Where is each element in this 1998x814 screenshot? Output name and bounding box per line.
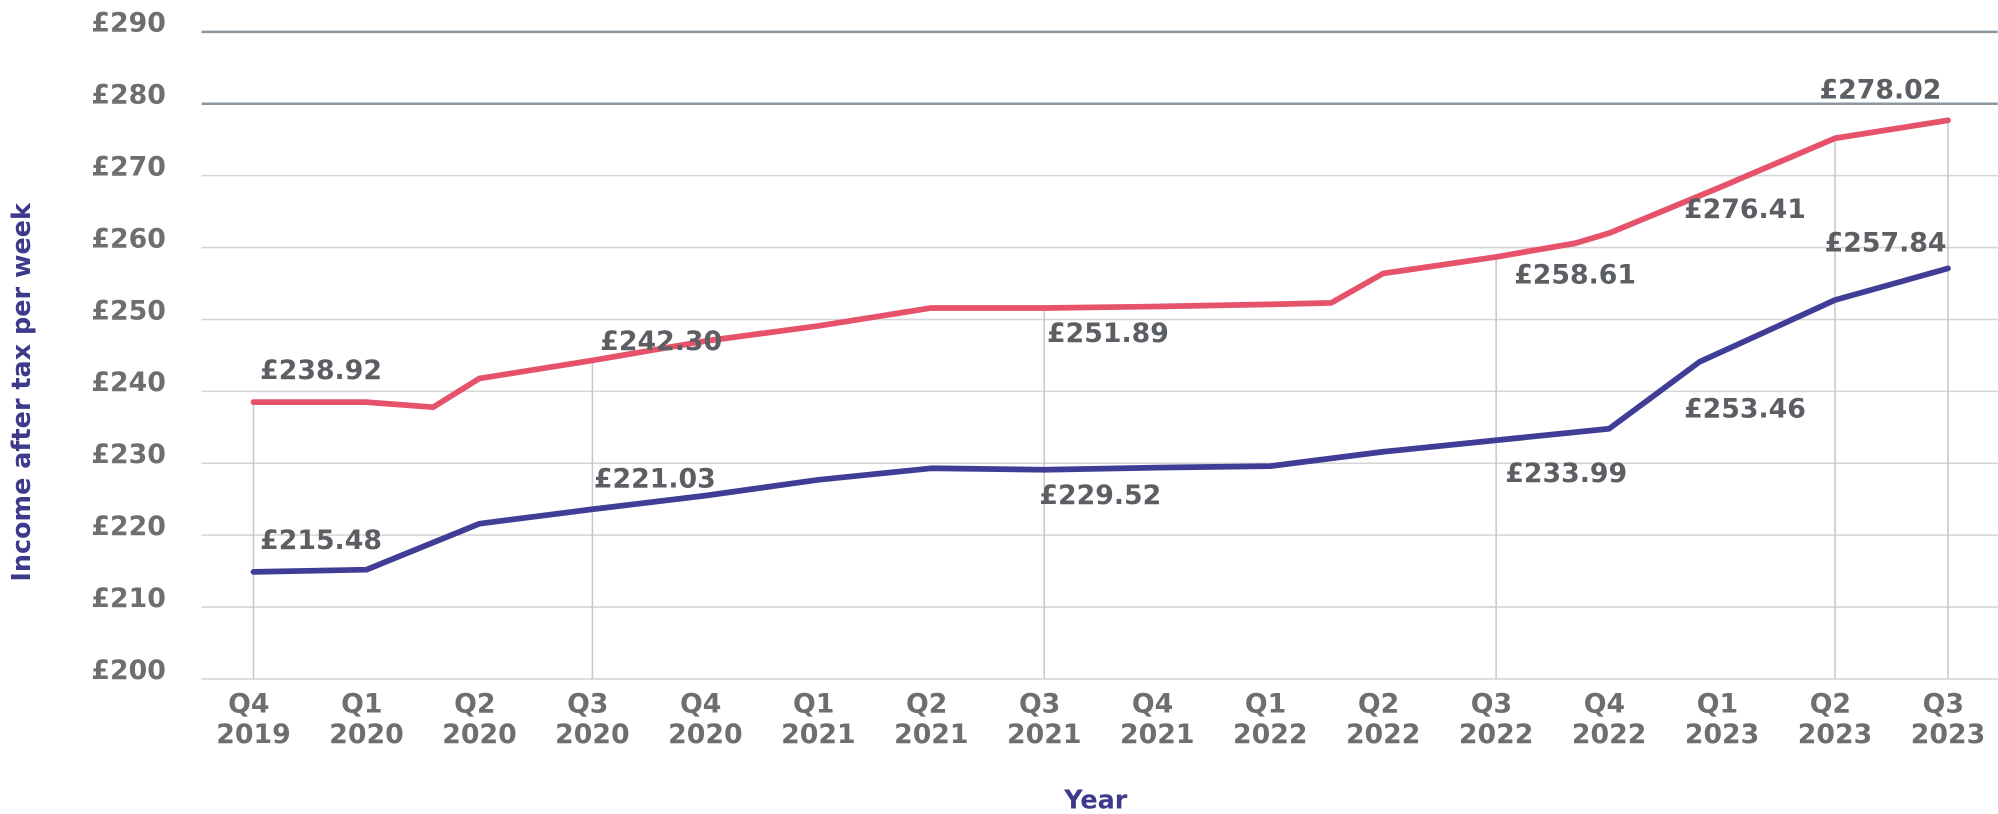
data-label: £253.46 — [1684, 394, 1806, 425]
data-label: £221.03 — [594, 463, 716, 494]
x-tick-label: Q2 2021 — [894, 688, 968, 750]
series-line — [250, 117, 1951, 411]
x-tick-label: Q4 2019 — [216, 688, 290, 750]
x-axis-title: Year — [1063, 785, 1128, 814]
y-tick-label: £270 — [91, 152, 165, 183]
x-tick-label: Q3 2021 — [1007, 688, 1081, 750]
y-tick-label: £240 — [91, 367, 165, 398]
x-tick-label: Q1 2020 — [329, 688, 403, 750]
data-label: £238.92 — [260, 355, 382, 386]
x-tick-label: Q1 2022 — [1233, 688, 1307, 750]
data-label: £278.02 — [1820, 74, 1942, 105]
series-line — [250, 265, 1951, 575]
data-label: £276.41 — [1684, 194, 1806, 225]
y-tick-label: £200 — [91, 655, 165, 686]
x-tick-label: Q1 2021 — [781, 688, 855, 750]
y-axis-title: Income after tax per week — [7, 202, 37, 582]
data-label: £242.30 — [600, 326, 722, 357]
x-tick-label: Q2 2023 — [1798, 688, 1872, 750]
x-tick-label: Q3 2023 — [1911, 688, 1985, 750]
data-label: £258.61 — [1514, 260, 1636, 291]
y-tick-label: £220 — [91, 511, 165, 542]
y-tick-label: £260 — [91, 223, 165, 254]
x-tick-label: Q3 2022 — [1459, 688, 1533, 750]
data-label: £229.52 — [1039, 480, 1161, 511]
x-tick-label: Q3 2020 — [555, 688, 629, 750]
x-tick-label: Q4 2021 — [1120, 688, 1194, 750]
data-label: £233.99 — [1505, 458, 1627, 489]
y-tick-label: £280 — [91, 80, 165, 111]
data-label: £251.89 — [1047, 318, 1169, 349]
x-tick-label: Q4 2022 — [1572, 688, 1646, 750]
x-tick-label: Q2 2022 — [1346, 688, 1420, 750]
x-tick-label: Q1 2023 — [1685, 688, 1759, 750]
x-tick-label: Q4 2020 — [668, 688, 742, 750]
x-tick-label: Q2 2020 — [442, 688, 516, 750]
y-tick-label: £230 — [91, 439, 165, 470]
y-tick-label: £210 — [91, 583, 165, 614]
y-tick-label: £290 — [91, 8, 165, 39]
data-label: £257.84 — [1825, 228, 1947, 259]
y-tick-label: £250 — [91, 295, 165, 326]
data-label: £215.48 — [260, 525, 382, 556]
